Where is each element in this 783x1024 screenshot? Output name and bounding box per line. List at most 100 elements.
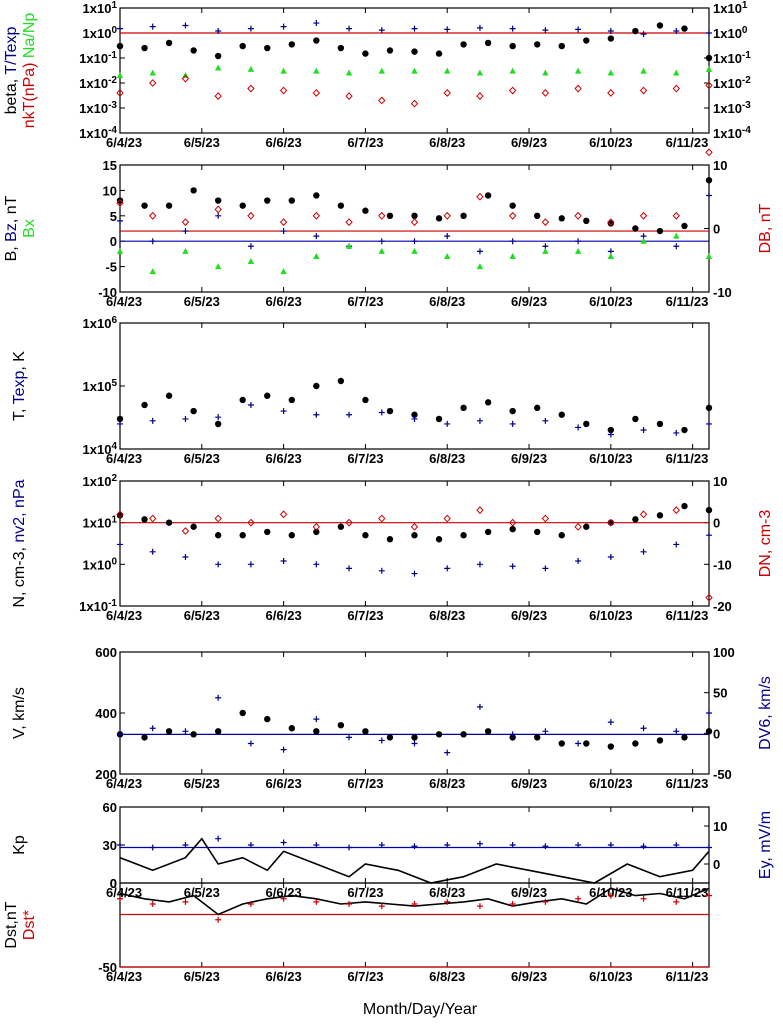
x-tick-label: 6/4/23 <box>106 776 142 791</box>
data-point <box>435 536 443 543</box>
data-point <box>706 420 712 427</box>
data-point <box>264 392 271 399</box>
y-tick-label-right: 10 <box>713 158 727 173</box>
x-tick-label: 6/6/23 <box>266 294 302 309</box>
panels: 6/4/23 6/5/23 6/6/23 6/7/23 6/8/23 6/9/23 6/10… <box>3 0 774 984</box>
data-point <box>337 722 345 729</box>
data-point <box>214 728 222 735</box>
x-tick-label: 6/4/23 <box>106 135 142 150</box>
y-tick-label-right: 1x10-2 <box>713 75 751 91</box>
x-tick-label: 6/6/23 <box>266 776 302 791</box>
data-point <box>534 404 541 412</box>
data-point <box>706 892 712 899</box>
x-tick-label: 6/10/23 <box>589 969 632 984</box>
x-tick-label: 6/4/23 <box>106 451 142 466</box>
x-tick-label: 6/4/23 <box>106 608 142 623</box>
y-tick-label-right: 1x101 <box>713 0 748 16</box>
data-point <box>444 26 451 33</box>
data-point <box>411 247 418 254</box>
data-point <box>378 567 385 574</box>
data-point <box>215 694 222 701</box>
x-tick-label: 6/5/23 <box>184 451 220 466</box>
data-point <box>705 54 713 62</box>
data-point <box>280 67 287 74</box>
x-tick-label: 6/8/23 <box>429 451 465 466</box>
data-point <box>247 243 254 250</box>
x-tick-label: 6/8/23 <box>429 294 465 309</box>
data-point <box>149 69 156 76</box>
data-point <box>534 41 541 48</box>
x-axis-title: Month/Day/Year <box>363 1001 478 1018</box>
data-point <box>149 514 157 523</box>
data-point <box>280 558 287 565</box>
data-point <box>149 844 156 851</box>
series-black <box>116 709 713 750</box>
x-tick-label: 6/5/23 <box>184 969 220 984</box>
data-point <box>607 69 615 76</box>
y-tick-label-right: 1x10-1 <box>713 50 751 66</box>
data-point <box>337 202 345 209</box>
data-point <box>313 192 320 199</box>
data-point <box>149 268 156 275</box>
data-point <box>280 228 287 235</box>
y-axis-label-left: beta, T/Texp <box>3 27 20 115</box>
data-point <box>264 715 271 723</box>
data-point <box>280 746 287 753</box>
series-black <box>119 837 710 884</box>
data-point <box>117 842 123 848</box>
panel-p5: 6/4/23 6/5/23 6/6/23 6/7/23 6/8/23 6/9/23 6/10… <box>11 645 774 791</box>
data-point <box>444 67 451 74</box>
data-point <box>444 842 451 848</box>
data-point <box>706 710 712 716</box>
data-point <box>705 148 713 157</box>
y-axis-label-left: B, Bz, nT <box>3 195 20 261</box>
data-point <box>141 401 148 409</box>
series-blue <box>117 192 712 255</box>
data-point <box>362 728 369 735</box>
data-point <box>673 69 680 76</box>
data-point <box>509 25 516 32</box>
data-point <box>632 27 639 35</box>
x-tick-label: 6/7/23 <box>347 135 383 150</box>
x-tick-label: 6/11/23 <box>666 969 709 984</box>
data-point <box>476 192 484 201</box>
data-point <box>460 731 467 738</box>
x-tick-label: 6/10/23 <box>589 885 632 900</box>
x-tick-label: 6/11/23 <box>666 608 709 623</box>
data-point <box>215 28 222 35</box>
data-point <box>672 506 680 515</box>
data-point <box>575 26 582 33</box>
data-point <box>673 842 680 848</box>
data-point <box>247 401 254 408</box>
data-point <box>508 86 517 95</box>
y-tick-label-left: 10 <box>103 183 117 198</box>
data-point <box>444 898 451 905</box>
data-point <box>312 89 321 97</box>
data-point <box>116 42 124 50</box>
data-point <box>673 898 680 905</box>
data-point <box>279 510 288 519</box>
data-point <box>165 39 173 47</box>
y-tick-label-right: 1x10-4 <box>713 125 751 141</box>
x-tick-label: 6/7/23 <box>347 294 383 309</box>
data-point <box>264 528 271 536</box>
data-point <box>288 197 295 204</box>
y-tick-label-right: -10 <box>713 285 732 300</box>
data-point <box>640 427 647 434</box>
y-tick-label-left: -50 <box>98 960 117 975</box>
data-point <box>558 532 565 539</box>
data-point <box>345 218 353 227</box>
data-point <box>378 96 386 105</box>
data-point <box>117 420 123 427</box>
data-point <box>575 895 582 902</box>
data-point <box>279 86 288 95</box>
data-point <box>378 67 385 74</box>
data-point <box>476 903 483 910</box>
x-tick-label: 6/6/23 <box>266 451 302 466</box>
y-axis-label-right: DB, nT <box>757 203 774 253</box>
series-black <box>116 502 713 543</box>
data-point <box>607 35 615 42</box>
x-tick-label: 6/6/23 <box>266 608 302 623</box>
data-point <box>476 248 483 255</box>
data-point <box>411 570 418 577</box>
